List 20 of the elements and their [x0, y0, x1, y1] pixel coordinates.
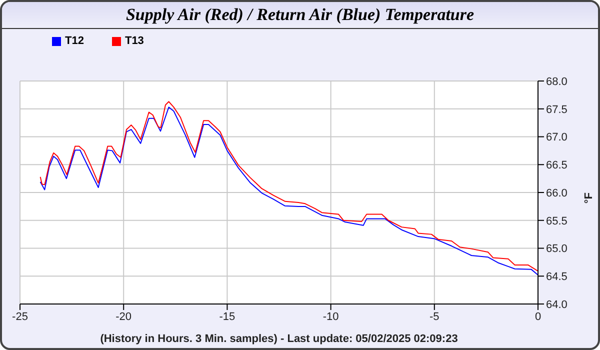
y-axis-title: °F [582, 192, 595, 204]
y-tick-label: 64.5 [546, 271, 568, 284]
y-tick-label: 65.0 [546, 243, 568, 256]
y-tick-label: 66.0 [546, 187, 568, 200]
legend-label: T13 [124, 35, 144, 47]
x-tick-label: -5 [430, 310, 440, 323]
y-tick-label: 65.5 [546, 215, 568, 228]
y-tick-label: 67.5 [546, 104, 568, 116]
x-tick-label: -10 [322, 310, 339, 323]
legend-label: T12 [65, 35, 84, 47]
y-tick-label: 64.0 [546, 298, 568, 311]
x-tick-label: 0 [534, 310, 542, 323]
x-tick-label: -25 [12, 310, 28, 323]
x-tick-label: -15 [219, 310, 236, 323]
y-tick-label: 66.5 [546, 160, 568, 172]
y-tick-label: 68.0 [546, 76, 568, 88]
y-tick-label: 67.0 [546, 132, 568, 144]
chart-title: Supply Air (Red) / Return Air (Blue) Temperature [2, 2, 598, 29]
x-axis-title: (History in Hours. 3 Min. samples) - Last update: 05/02/2025 02:09:23 [100, 333, 458, 345]
x-tick-label: -20 [116, 310, 132, 323]
